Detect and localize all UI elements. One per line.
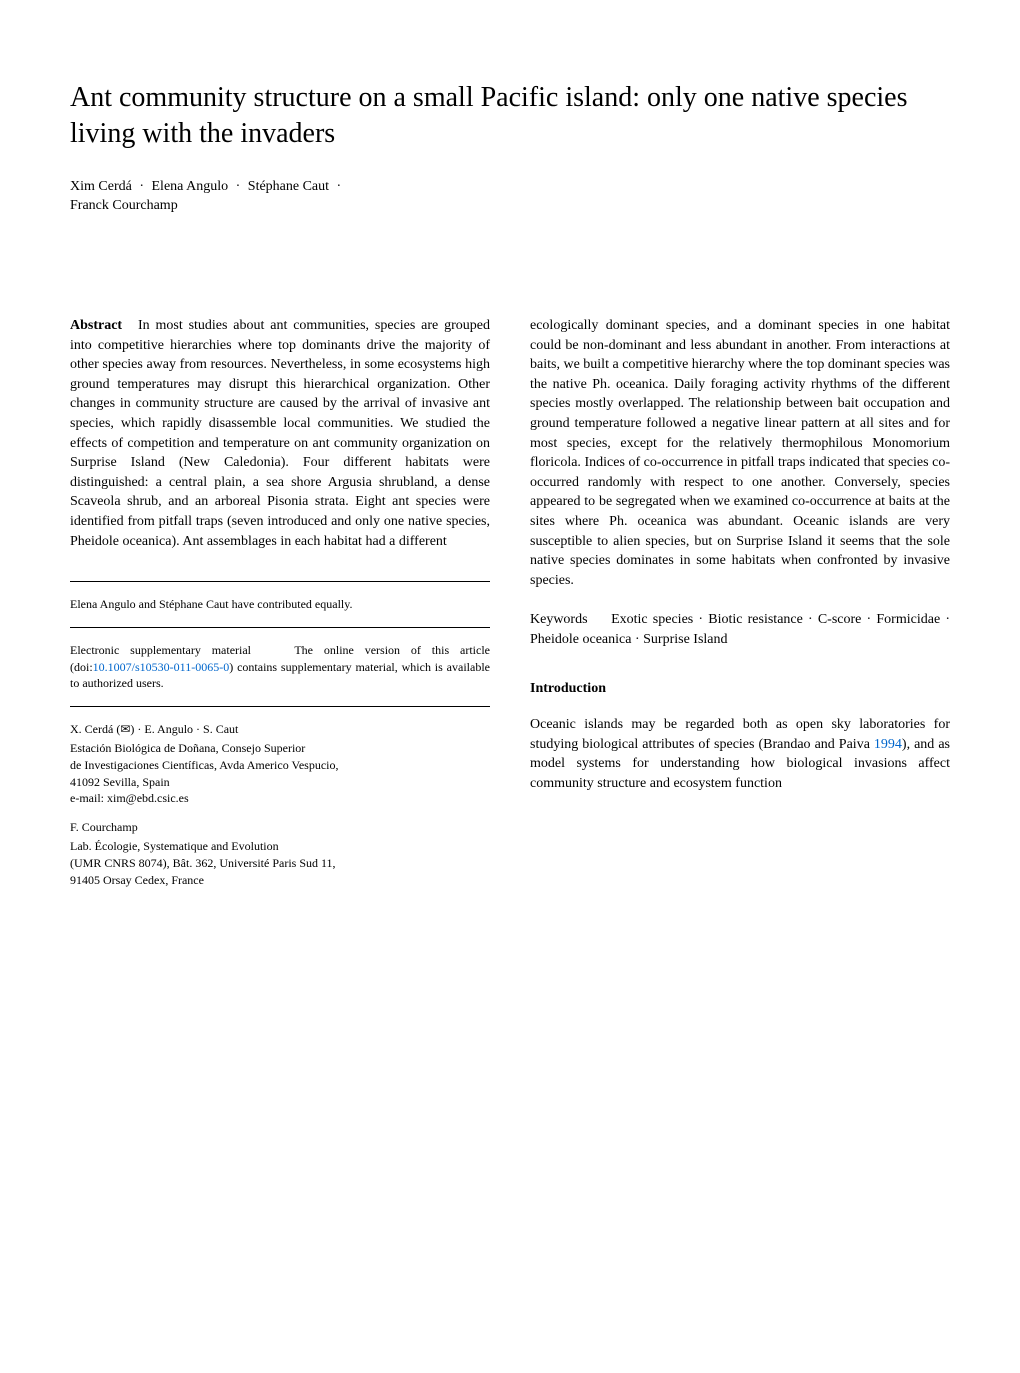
author-list: Xim Cerdá · Elena Angulo · Stéphane Caut… [70, 177, 950, 216]
separator: · [139, 179, 147, 194]
abstract-continuation: ecologically dominant species, and a dom… [530, 316, 950, 590]
abstract-paragraph: Abstract In most studies about ant commu… [70, 316, 490, 551]
supplementary-note: Electronic supplementary material The on… [70, 642, 490, 692]
affiliation-block: X. Cerdá (✉) · E. Angulo · S. Caut Estac… [70, 721, 490, 807]
author-name: Xim Cerdá [70, 179, 132, 194]
section-heading-introduction: Introduction [530, 679, 950, 699]
left-column: Abstract In most studies about ant commu… [70, 316, 490, 896]
doi-link[interactable]: 10.1007/s10530-011-0065-0 [93, 660, 230, 674]
supp-label: Electronic supplementary material [70, 643, 251, 657]
divider [70, 627, 490, 628]
divider [70, 581, 490, 582]
affil-email: e-mail: xim@ebd.csic.es [70, 790, 490, 807]
separator: · [337, 179, 342, 194]
introduction-paragraph: Oceanic islands may be regarded both as … [530, 715, 950, 793]
affil-line: Lab. Écologie, Systematique and Evolutio… [70, 838, 490, 855]
divider [70, 706, 490, 707]
affil-line: (UMR CNRS 8074), Bât. 362, Université Pa… [70, 855, 490, 872]
keywords-label: Keywords [530, 612, 588, 627]
affiliation-block: F. Courchamp Lab. Écologie, Systematique… [70, 819, 490, 888]
keywords-text: Exotic species · Biotic resistance · C-s… [530, 612, 950, 647]
author-name: Franck Courchamp [70, 198, 178, 213]
article-title: Ant community structure on a small Pacif… [70, 80, 950, 153]
separator: · [236, 179, 244, 194]
abstract-label: Abstract [70, 318, 122, 333]
author-name: Stéphane Caut [248, 179, 329, 194]
content-columns: Abstract In most studies about ant commu… [70, 316, 950, 896]
affil-line: 41092 Sevilla, Spain [70, 774, 490, 791]
contribution-note: Elena Angulo and Stéphane Caut have cont… [70, 596, 490, 613]
affil-line: de Investigaciones Científicas, Avda Ame… [70, 757, 490, 774]
keywords-block: Keywords Exotic species · Biotic resista… [530, 610, 950, 649]
right-column: ecologically dominant species, and a dom… [530, 316, 950, 896]
affil-authors: F. Courchamp [70, 819, 490, 836]
abstract-body: In most studies about ant communities, s… [70, 318, 490, 549]
affil-authors: X. Cerdá (✉) · E. Angulo · S. Caut [70, 721, 490, 738]
citation-link[interactable]: 1994 [874, 737, 902, 752]
author-name: Elena Angulo [152, 179, 229, 194]
affil-line: Estación Biológica de Doñana, Consejo Su… [70, 740, 490, 757]
affil-line: 91405 Orsay Cedex, France [70, 872, 490, 889]
